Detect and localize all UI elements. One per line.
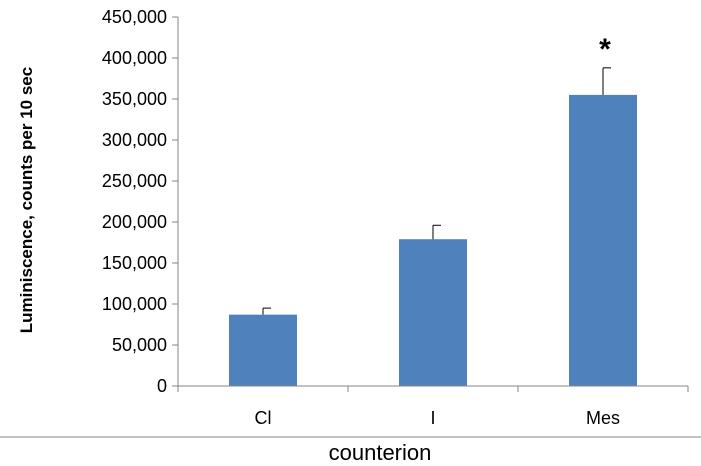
y-tick-label: 50,000 [112, 335, 167, 355]
x-tick-label: I [430, 408, 435, 428]
x-tick-label: Mes [586, 408, 620, 428]
y-tick-label: 0 [157, 376, 167, 396]
x-tick-label: Cl [255, 408, 272, 428]
bar-cl [229, 314, 297, 386]
y-axis-title: Luminiscence, counts per 10 sec [17, 67, 36, 333]
bar-i [399, 239, 467, 386]
x-axis: Cl I Mes [177, 385, 689, 428]
y-tick-label: 350,000 [102, 89, 167, 109]
y-tick-label: 300,000 [102, 130, 167, 150]
y-tick-label: 100,000 [102, 294, 167, 314]
y-tick-label: 150,000 [102, 253, 167, 273]
y-tick-label: 250,000 [102, 171, 167, 191]
y-tick-label: 450,000 [102, 7, 167, 27]
y-tick-label: 400,000 [102, 48, 167, 68]
x-axis-title: counterion [329, 440, 432, 465]
y-axis: 0 50,000 100,000 150,000 200,000 250,000 300,0… [102, 7, 179, 396]
significance-marker: * [599, 33, 611, 66]
bars: * [229, 33, 637, 387]
bar-mes [569, 94, 637, 387]
y-tick-label: 200,000 [102, 212, 167, 232]
